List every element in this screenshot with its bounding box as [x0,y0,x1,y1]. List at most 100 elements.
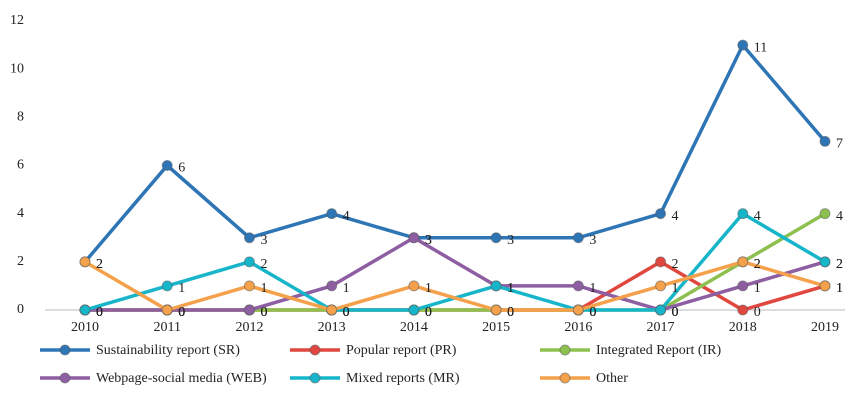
y-tick-label: 2 [17,254,24,269]
data-label: 1 [260,281,267,296]
data-label: 0 [672,305,679,320]
data-label: 3 [425,233,432,248]
y-tick-label: 6 [17,158,24,173]
point [243,232,255,244]
data-label: 0 [425,305,432,320]
x-tick-label: 2014 [400,320,428,335]
data-label: 0 [589,305,596,320]
legend-marker [559,372,571,384]
data-label: 0 [425,305,432,320]
data-label: 2 [96,257,103,272]
data-label: 1 [836,281,843,296]
x-tick-label: 2012 [235,320,263,335]
point [655,280,667,292]
data-label: 2 [260,257,267,272]
point [737,280,749,292]
point [819,135,831,147]
point [408,232,420,244]
data-label: 1 [672,281,679,296]
point [655,304,667,316]
x-tick-label: 2019 [811,320,839,335]
x-tick-label: 2018 [729,320,757,335]
legend-label: Mixed reports (MR) [346,371,460,386]
legend-label: Popular report (PR) [346,343,457,358]
data-label: 0 [260,305,267,320]
data-label: 0 [754,305,761,320]
point [819,208,831,220]
point [655,208,667,220]
point [490,280,502,292]
data-label: 3 [507,233,514,248]
data-label: 1 [754,281,761,296]
data-label: 1 [425,281,432,296]
data-label: 3 [260,233,267,248]
data-label: 0 [178,305,185,320]
data-label: 2 [96,257,103,272]
legend-label: Integrated Report (IR) [596,343,722,358]
data-label: 4 [672,209,679,224]
data-label: 0 [260,305,267,320]
data-label: 3 [425,233,432,248]
legend-marker [309,372,321,384]
point [326,208,338,220]
legend-marker [59,372,71,384]
data-label: 0 [672,305,679,320]
data-label: 0 [507,305,514,320]
legend-marker [309,344,321,356]
point [79,256,91,268]
point [408,280,420,292]
point [408,304,420,316]
data-label: 1 [178,281,185,296]
x-tick-label: 2011 [153,320,180,335]
point [819,280,831,292]
x-tick-label: 2015 [482,320,510,335]
data-label: 0 [178,305,185,320]
data-label: 1 [343,281,350,296]
legend-label: Webpage-social media (WEB) [96,371,267,386]
data-label: 4 [754,209,761,224]
point [161,160,173,171]
data-label: 0 [589,305,596,320]
data-label: 7 [836,137,843,152]
data-label: 0 [260,305,267,320]
data-label: 2 [672,257,679,272]
point [243,256,255,268]
legend-marker [559,344,571,356]
data-label: 0 [507,305,514,320]
point [161,304,173,316]
data-label: 2 [836,257,843,272]
data-label: 0 [343,305,350,320]
point [490,304,502,316]
point [819,256,831,268]
series-line [84,260,826,312]
data-label: 3 [589,233,596,248]
point [326,280,338,292]
data-label: 1 [836,281,843,296]
legend-label: Sustainability report (SR) [96,343,240,358]
point [737,304,749,316]
data-label: 0 [343,305,350,320]
data-label: 11 [754,40,767,55]
point [572,280,584,292]
point [79,304,91,316]
point [737,39,749,51]
y-tick-label: 8 [17,110,24,125]
data-label: 0 [589,305,596,320]
series-line [85,236,826,312]
data-label: 0 [96,305,103,320]
y-tick-label: 4 [17,206,24,221]
y-tick-label: 12 [10,13,24,28]
data-label: 0 [589,305,596,320]
data-label: 0 [96,305,103,320]
data-label: 4 [343,209,350,224]
data-label: 6 [178,161,185,176]
point [243,280,255,292]
data-label: 0 [96,305,103,320]
y-tick-label: 0 [17,302,24,317]
data-label: 4 [836,209,843,224]
point [490,232,502,244]
legend-label: Other [596,371,628,386]
data-label: 0 [178,305,185,320]
data-label: 2 [836,257,843,272]
